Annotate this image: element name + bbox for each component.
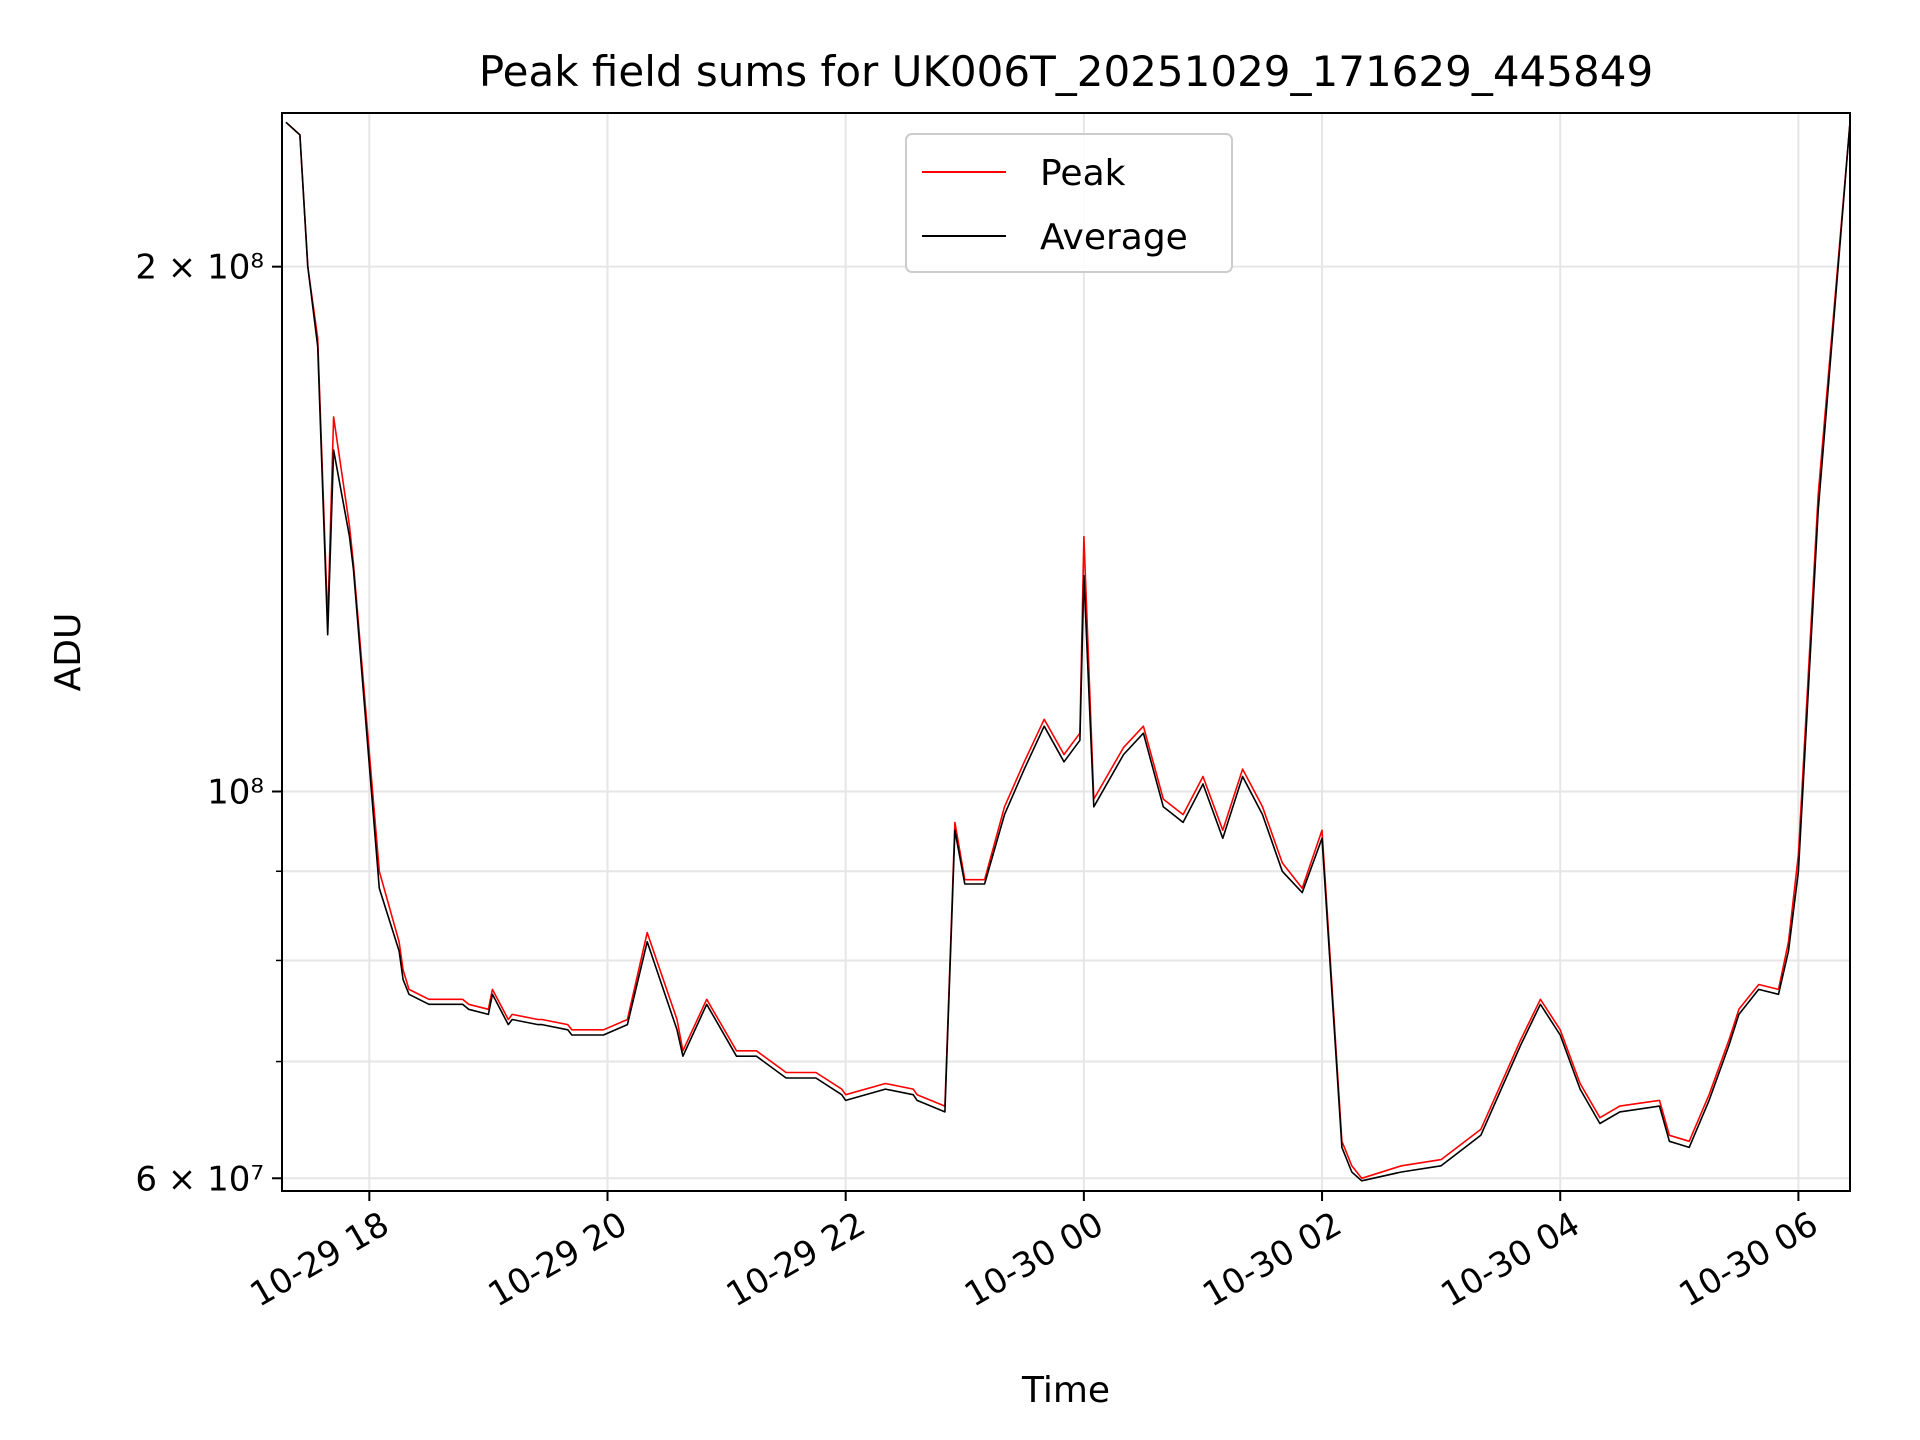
legend: Peak Average: [905, 133, 1233, 273]
y-axis-label: ADU: [48, 613, 89, 692]
y-axis: 6 × 10⁷ 10⁸ 2 × 10⁸: [135, 248, 282, 1199]
y-tick-label: 6 × 10⁷: [135, 1159, 264, 1199]
series-line-peak: [285, 121, 1851, 1180]
y-tick-label: 10⁸: [207, 772, 264, 812]
plot-area: [285, 121, 1851, 1182]
series-line-average: [285, 121, 1851, 1182]
chart-title: Peak field sums for UK006T_20251029_1716…: [479, 47, 1653, 96]
y-tick-label: 2 × 10⁸: [135, 248, 264, 288]
legend-box: [905, 133, 1233, 273]
legend-label-peak: Peak: [1040, 153, 1126, 194]
x-axis-label: Time: [1021, 1370, 1110, 1411]
axes-frame: [281, 112, 1851, 1192]
legend-label-average: Average: [1040, 217, 1188, 258]
